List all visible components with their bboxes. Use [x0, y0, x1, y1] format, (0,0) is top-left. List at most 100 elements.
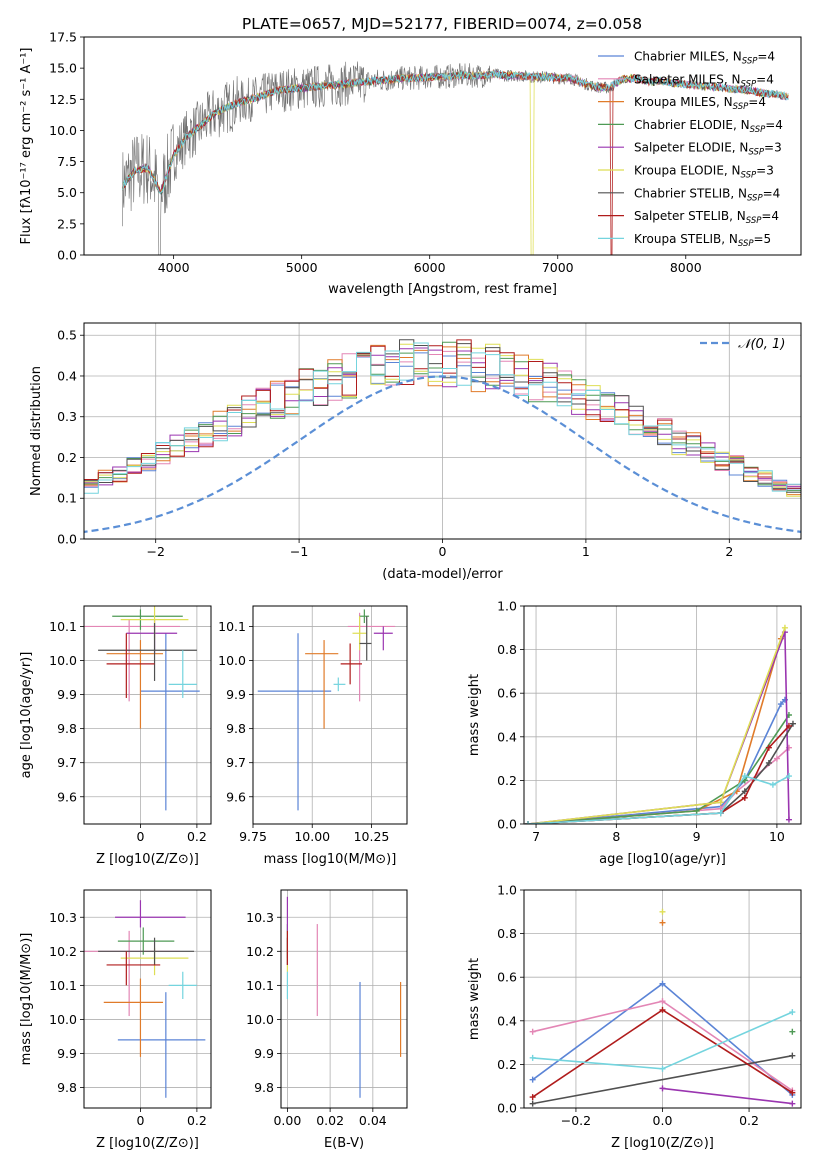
mass-weight-marker — [717, 799, 724, 806]
x-axis-label: Z [log10(Z/Z⊙)] — [96, 852, 199, 867]
mass-weight-marker — [659, 1006, 666, 1013]
mass-weight-marker — [659, 919, 666, 926]
x-tick-label: 8 — [612, 829, 620, 844]
legend-entry: Salpeter STELIB, NSSP=4 — [634, 209, 779, 226]
mass-weight-marker — [529, 1076, 536, 1083]
mass-weight-marker — [781, 624, 788, 631]
y-tick-label: 0.4 — [497, 729, 517, 744]
y-tick-label: 7.5 — [57, 154, 77, 169]
mass-weight-marker — [789, 1052, 796, 1059]
mass-weight-marker — [529, 1094, 536, 1101]
y-tick-label: 12.5 — [49, 92, 77, 107]
axes-frame — [252, 605, 408, 825]
mass-weight-marker — [785, 816, 792, 823]
mass-weight-marker — [741, 773, 748, 780]
y-tick-label: 9.9 — [57, 687, 77, 702]
spectrum-plot-area — [121, 61, 789, 255]
plot-area — [257, 609, 396, 811]
mass-weight-marker — [659, 908, 666, 915]
y-tick-label: 0.0 — [57, 248, 77, 263]
x-tick-label: 0.00 — [273, 1113, 301, 1128]
y-tick-label: 10.2 — [49, 944, 77, 959]
legend-entry: Salpeter MILES, NSSP=4 — [634, 72, 774, 89]
plot-area — [84, 606, 200, 811]
mass-weight-marker — [529, 1054, 536, 1061]
mass-weight-marker — [717, 810, 724, 817]
y-tick-label: 1.0 — [497, 883, 517, 898]
x-tick-label: 10 — [769, 829, 785, 844]
x-tick-label: 0 — [136, 1113, 144, 1128]
y-tick-label: 10.0 — [49, 123, 77, 138]
y-tick-label: 9.6 — [226, 789, 246, 804]
y-tick-label: 9.7 — [57, 755, 77, 770]
y-tick-label: 10.0 — [246, 1012, 274, 1027]
y-tick-label: 10.3 — [49, 910, 77, 925]
mass-weight-marker — [789, 1100, 796, 1107]
y-tick-label: 0.6 — [497, 686, 517, 701]
mass-weight-marker — [529, 1100, 536, 1107]
x-axis-label: Z [log10(Z/Z⊙)] — [611, 1136, 714, 1151]
y-tick-label: 0.0 — [497, 1101, 517, 1116]
mass-weight-vs-metallicity-panel: −0.2 0.0 0.2 0.0 0.2 0.4 0.6 0.8 1.0 Z [log10(Z/Z… — [467, 883, 802, 1151]
legend-entry: Chabrier ELODIE, NSSP=4 — [634, 118, 783, 135]
x-tick-label: 1 — [582, 544, 590, 559]
y-tick-label: 9.7 — [226, 755, 246, 770]
mass-weight-marker — [741, 794, 748, 801]
axes-frame — [280, 889, 408, 1109]
mass-weight-marker — [789, 1028, 796, 1035]
y-tick-label: 9.8 — [254, 1080, 274, 1095]
residual-histogram — [84, 339, 801, 494]
legend: Chabrier MILES, NSSP=4 Salpeter MILES, NS… — [598, 50, 783, 249]
x-tick-label: 0.2 — [187, 1113, 207, 1128]
axes-frame — [523, 889, 802, 1109]
y-tick-label: 0.4 — [57, 368, 77, 383]
age-vs-mass-panel: 9.75 10.00 10.25 9.6 9.7 9.8 9.9 10.0 10.1 mass [… — [218, 605, 408, 867]
y-tick-label: 9.8 — [57, 1080, 77, 1095]
y-tick-label: 9.8 — [57, 721, 77, 736]
y-tick-label: 9.9 — [57, 1046, 77, 1061]
y-tick-label: 0.5 — [57, 328, 77, 343]
mass-weight-marker — [785, 773, 792, 780]
residual-histogram — [84, 343, 801, 499]
mass-weight-line — [527, 631, 790, 824]
mass-weight-marker — [659, 1085, 666, 1092]
y-tick-label: 17.5 — [49, 30, 77, 45]
legend-entry: Chabrier STELIB, NSSP=4 — [634, 186, 780, 203]
mass-weight-marker — [773, 755, 780, 762]
mass-weight-marker — [785, 722, 792, 729]
legend-entry: 𝒩(0, 1) — [738, 337, 785, 352]
x-tick-label: 7 — [532, 829, 540, 844]
residuals-panel: −2 −1 0 1 2 0.0 0.1 0.2 0.3 0.4 0.5 (data-model)/er… — [29, 322, 802, 582]
y-axis-label: mass [log10(M/M⊙)] — [19, 933, 34, 1066]
x-axis-label: age [log10(age/yr)] — [599, 852, 726, 867]
y-axis-label: Normed distribution — [29, 366, 44, 496]
x-tick-label: 10.25 — [354, 829, 390, 844]
x-tick-label: 0.02 — [316, 1113, 344, 1128]
mass-weight-marker — [789, 720, 796, 727]
figure-title: PLATE=0657, MJD=52177, FIBERID=0074, z=0… — [242, 15, 642, 33]
axes-frame — [523, 605, 802, 825]
y-tick-label: 9.6 — [57, 789, 77, 804]
y-tick-label: 1.0 — [497, 599, 517, 614]
x-tick-label: 8000 — [670, 260, 702, 275]
y-axis-label: mass weight — [467, 674, 482, 756]
y-tick-label: 0.1 — [57, 491, 77, 506]
y-tick-label: 0.8 — [497, 642, 517, 657]
y-tick-label: 10.3 — [246, 910, 274, 925]
y-tick-label: 10.0 — [218, 653, 246, 668]
y-tick-label: 10.0 — [49, 653, 77, 668]
x-tick-label: 2 — [725, 544, 733, 559]
y-tick-label: 0.2 — [57, 450, 77, 465]
mass-weight-marker — [659, 980, 666, 987]
plot-area — [286, 896, 402, 1098]
y-tick-label: 10.0 — [49, 1012, 77, 1027]
residual-histogram — [84, 341, 801, 496]
mass-weight-marker — [789, 1089, 796, 1096]
x-tick-label: 4000 — [158, 260, 190, 275]
mass-weight-line — [532, 1054, 793, 1105]
residual-histogram — [84, 342, 801, 494]
observed-spectrum-line — [122, 61, 616, 255]
mass-weight-marker — [769, 781, 776, 788]
residuals-plot-area — [84, 339, 801, 534]
axes-frame — [83, 889, 212, 1109]
